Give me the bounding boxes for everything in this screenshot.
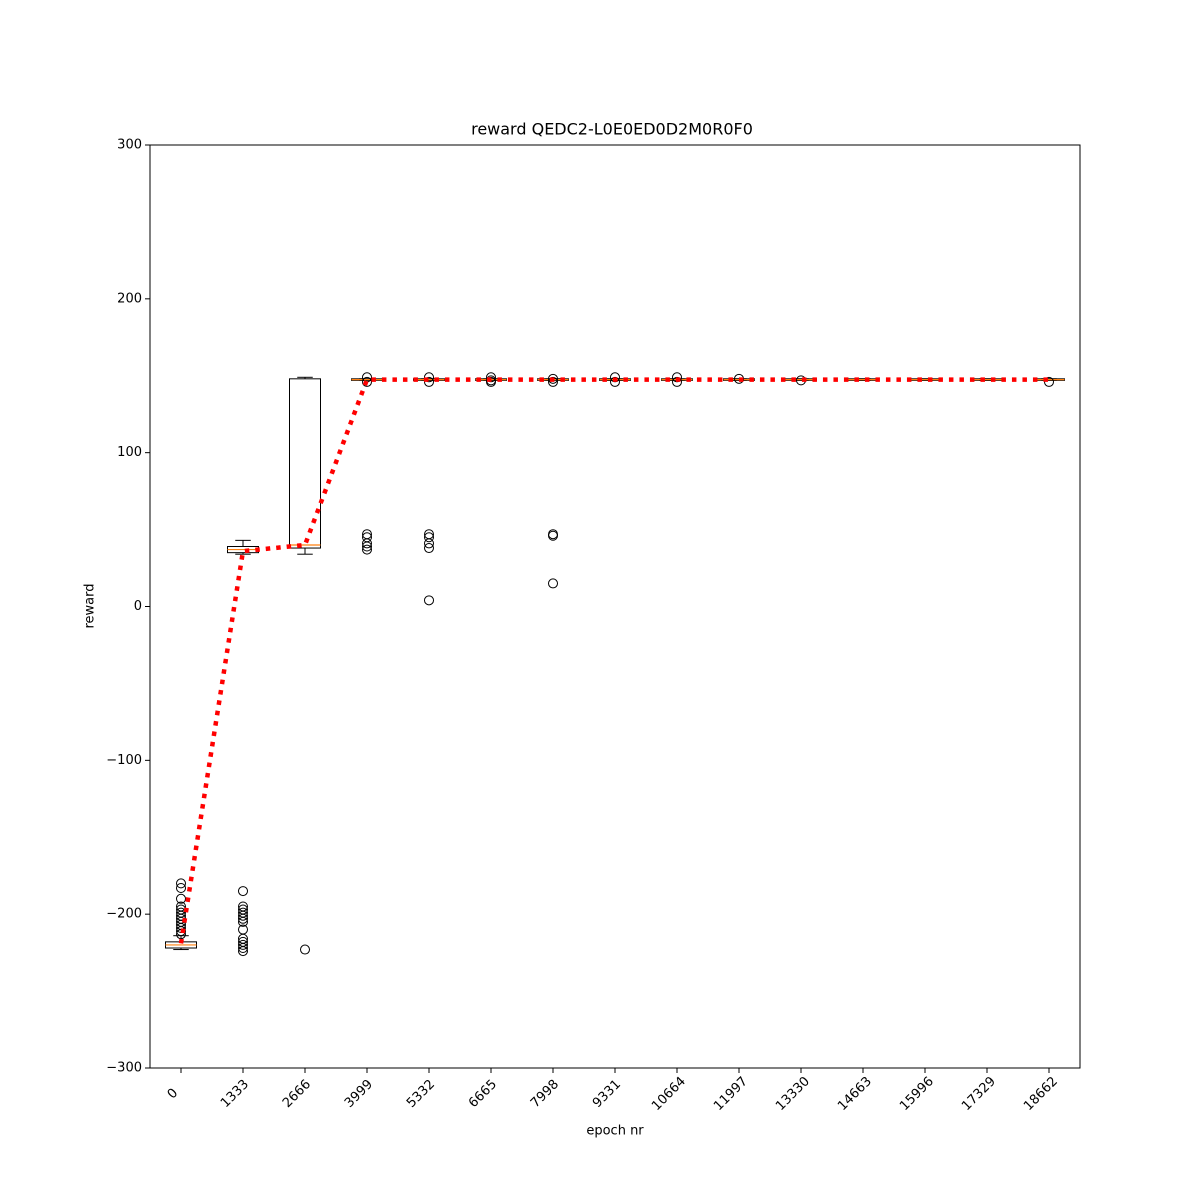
x-tick-label: 2666 (280, 1077, 314, 1111)
x-tick-label: 1333 (218, 1077, 252, 1111)
x-tick-label: 6665 (466, 1077, 500, 1111)
outlier (548, 373, 558, 384)
outlier (1044, 376, 1054, 387)
plot-frame (149, 144, 1081, 1069)
x-tick-label: 15996 (897, 1074, 937, 1114)
y-tick-label: 200 (117, 291, 142, 306)
outlier (424, 532, 434, 543)
outlier (424, 595, 434, 606)
x-tick-label: 3999 (342, 1077, 376, 1111)
outlier (548, 529, 558, 540)
chart-title: reward QEDC2-L0E0ED0D2M0R0F0 (471, 120, 753, 139)
mean-line (178, 377, 1049, 944)
outlier (424, 376, 434, 387)
x-tick-label: 9331 (590, 1077, 624, 1111)
y-tick-label: −100 (106, 753, 142, 768)
outlier (486, 375, 496, 386)
outlier (238, 913, 248, 924)
outlier (362, 532, 372, 543)
outlier (176, 926, 186, 937)
x-tick-label: 11997 (711, 1074, 751, 1114)
outlier (176, 893, 186, 904)
outlier (362, 529, 372, 540)
outlier (238, 939, 248, 950)
outlier (424, 543, 434, 554)
outlier (362, 544, 372, 555)
x-axis-label: epoch nr (586, 1124, 644, 1139)
y-tick-label: 0 (134, 599, 142, 614)
outlier (424, 529, 434, 540)
y-tick-label: 300 (117, 138, 142, 153)
y-tick-label: −300 (106, 1061, 142, 1076)
outlier (300, 944, 310, 955)
x-tick-label: 17329 (959, 1074, 999, 1114)
box (289, 378, 321, 549)
x-tick-label: 5332 (404, 1077, 438, 1111)
outlier (734, 373, 744, 384)
outlier (238, 910, 248, 921)
y-tick-label: 100 (117, 445, 142, 460)
x-tick-label: 10664 (649, 1074, 689, 1114)
y-axis-label: reward (83, 583, 98, 628)
y-tick-label: −200 (106, 907, 142, 922)
outlier (424, 372, 434, 383)
x-tick-label: 18662 (1021, 1074, 1061, 1114)
outlier (176, 878, 186, 889)
outlier (176, 883, 186, 894)
x-tick-label: 14663 (835, 1074, 875, 1114)
x-tick-label: 13330 (773, 1074, 813, 1114)
outlier (362, 376, 372, 387)
x-tick-label: 0 (165, 1086, 181, 1102)
outlier (238, 886, 248, 897)
outlier (238, 916, 248, 927)
outlier (548, 578, 558, 589)
outlier (238, 943, 248, 954)
x-tick-label: 7998 (528, 1077, 562, 1111)
outlier (238, 946, 248, 957)
